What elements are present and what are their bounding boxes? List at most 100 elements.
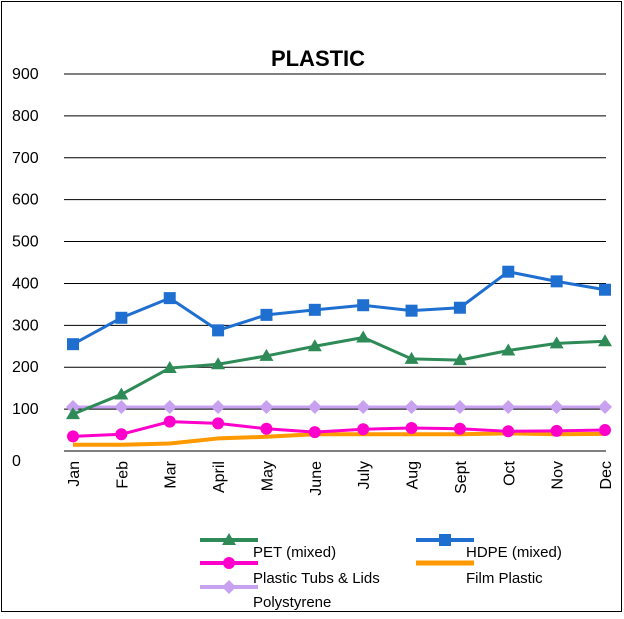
legend-marker	[222, 533, 236, 545]
legend-marker	[222, 580, 236, 594]
data-point	[502, 265, 515, 278]
data-point	[452, 353, 467, 366]
legend-label: PET (mixed)	[253, 544, 336, 561]
y-tick-label: 500	[12, 234, 39, 251]
data-point	[501, 343, 516, 356]
y-tick-label: 700	[12, 150, 39, 167]
y-tick-label: 600	[12, 192, 39, 209]
data-point	[405, 421, 418, 434]
legend-label: Plastic Tubs & Lids	[253, 570, 380, 587]
legend-label: HDPE (mixed)	[466, 544, 562, 561]
data-point	[308, 303, 321, 316]
data-point	[453, 301, 466, 314]
data-point	[307, 339, 322, 352]
x-tick-label: Dec	[598, 461, 615, 489]
legend-marker	[439, 534, 451, 546]
y-tick-label: 900	[12, 66, 39, 83]
legend-marker	[223, 557, 235, 569]
data-point	[114, 387, 129, 400]
y-tick-label: 100	[12, 401, 39, 418]
data-point	[212, 417, 225, 430]
gridlines	[64, 73, 606, 452]
data-point	[599, 424, 611, 437]
legend-symbol-tubs	[200, 557, 258, 569]
data-point	[549, 336, 564, 349]
data-point	[211, 357, 226, 370]
data-point	[67, 338, 79, 351]
data-point	[501, 400, 516, 415]
data-point	[260, 422, 273, 435]
legend-label: Film Plastic	[466, 570, 543, 587]
x-tick-label: June	[308, 461, 325, 496]
series-polystyrene	[66, 400, 612, 415]
legend-symbol-hdpe	[416, 534, 474, 546]
data-point	[404, 400, 419, 415]
data-point	[549, 400, 564, 415]
data-point	[598, 400, 612, 415]
legend-label: Polystyrene	[253, 594, 331, 611]
chart-title: PLASTIC	[271, 46, 365, 71]
data-point	[502, 425, 515, 438]
x-tick-label: Nov	[550, 461, 567, 489]
x-tick-label: Aug	[405, 461, 422, 489]
data-point	[308, 426, 321, 439]
data-point	[550, 424, 563, 437]
x-tick-label: Oct	[501, 460, 518, 485]
x-axis: Jan Feb Mar April May June July Aug Sept Oct Nov De…	[66, 460, 615, 495]
data-point	[259, 348, 274, 361]
data-point	[162, 400, 177, 415]
series-line	[72, 420, 606, 438]
series-plastic-tubs-lids	[67, 415, 611, 443]
series-film-plastic	[73, 431, 606, 447]
y-tick-label: 200	[12, 359, 39, 376]
data-point	[115, 311, 128, 324]
y-axis: 0 100 200 300 400 500 600 700 800 900	[12, 66, 39, 470]
series-line	[72, 270, 606, 346]
x-tick-label: May	[259, 461, 276, 491]
data-point	[66, 400, 80, 415]
legend-symbol-polystyrene	[200, 580, 258, 594]
x-tick-label: July	[356, 461, 373, 489]
series-line	[72, 335, 606, 416]
data-point	[259, 400, 274, 415]
x-tick-label: April	[211, 461, 228, 493]
data-point	[260, 308, 273, 321]
y-tick-label: 0	[12, 453, 21, 470]
legend: PET (mixed) HDPE (mixed) Plastic Tubs & Li…	[200, 533, 562, 611]
x-tick-label: Sept	[453, 460, 470, 493]
data-point	[162, 361, 177, 374]
data-point	[114, 400, 129, 415]
data-point	[307, 400, 322, 415]
x-tick-label: Mar	[163, 460, 180, 488]
series-hdpe-mixed-	[67, 265, 611, 351]
data-point	[163, 292, 176, 305]
data-point	[599, 283, 611, 296]
data-point	[357, 299, 370, 312]
data-point	[453, 422, 466, 435]
series-layer	[66, 265, 612, 447]
y-tick-label: 300	[12, 317, 39, 334]
data-point	[405, 304, 418, 317]
series-line	[73, 431, 606, 447]
data-point	[356, 330, 371, 343]
y-tick-label: 400	[12, 275, 39, 292]
data-point	[211, 400, 226, 415]
data-point	[452, 400, 467, 415]
x-tick-label: Feb	[114, 461, 131, 489]
data-point	[115, 428, 128, 441]
data-point	[66, 407, 80, 420]
data-point	[163, 415, 176, 428]
data-point	[598, 334, 612, 347]
data-point	[550, 275, 563, 288]
data-point	[356, 400, 371, 415]
x-tick-label: Jan	[66, 461, 83, 487]
y-tick-label: 800	[12, 108, 39, 125]
legend-symbol-pet	[200, 533, 258, 545]
data-point	[404, 351, 419, 364]
series-pet-mixed-	[66, 330, 612, 420]
data-point	[212, 324, 225, 337]
data-point	[67, 430, 79, 443]
data-point	[357, 423, 370, 436]
